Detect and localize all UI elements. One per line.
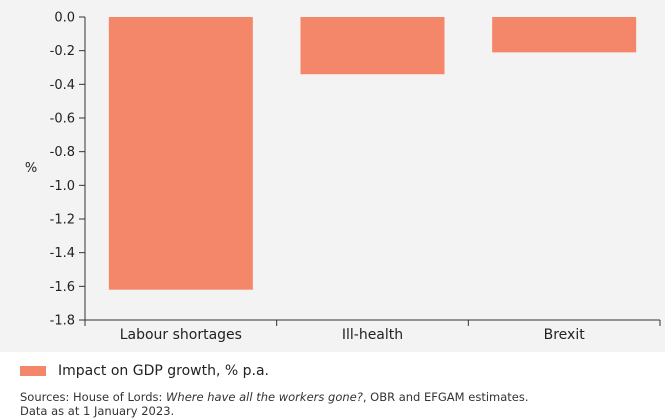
x-category-label: Labour shortages [120, 327, 242, 343]
bar-brexit [492, 17, 637, 53]
y-tick-label: -0.6 [50, 112, 75, 127]
y-tick-label: -0.8 [50, 145, 75, 160]
y-tick-label: -0.4 [50, 78, 75, 93]
source-note: Sources: House of Lords: Where have all … [20, 390, 660, 418]
y-tick-label: -1.8 [50, 314, 75, 329]
bar-labour-shortages [108, 17, 253, 290]
x-category-label: Ill-health [342, 327, 403, 343]
y-tick-label: -0.2 [50, 44, 75, 59]
bar-chart: 0.0 -0.2 -0.4 -0.6 -0.8 -1.0 -1.2 -1.4 -1.6 -1.8%… [25, 11, 661, 343]
source-line-2: Data as at 1 January 2023. [20, 404, 175, 418]
y-tick-label: 0.0 [54, 11, 75, 26]
legend: Impact on GDP growth, % p.a. [20, 362, 269, 380]
y-tick-label: -1.4 [50, 246, 75, 261]
source-line-1: Sources: House of Lords: Where have all … [20, 390, 660, 404]
y-tick-label: -1.2 [50, 213, 75, 228]
legend-label: Impact on GDP growth, % p.a. [58, 363, 270, 379]
chart-area: 0.0 -0.2 -0.4 -0.6 -0.8 -1.0 -1.2 -1.4 -1.6 -1.8%… [0, 0, 665, 352]
legend-swatch [20, 366, 46, 376]
source-prefix: Sources: House of Lords: [20, 390, 167, 404]
source-suffix: , OBR and EFGAM estimates. [362, 390, 529, 404]
y-axis-label: % [25, 161, 37, 176]
x-category-label: Brexit [544, 327, 586, 343]
source-title: Where have all the workers gone? [166, 390, 363, 404]
bar-ill-health [300, 17, 445, 75]
y-tick-label: -1.0 [50, 179, 75, 194]
y-tick-label: -1.6 [50, 280, 75, 295]
